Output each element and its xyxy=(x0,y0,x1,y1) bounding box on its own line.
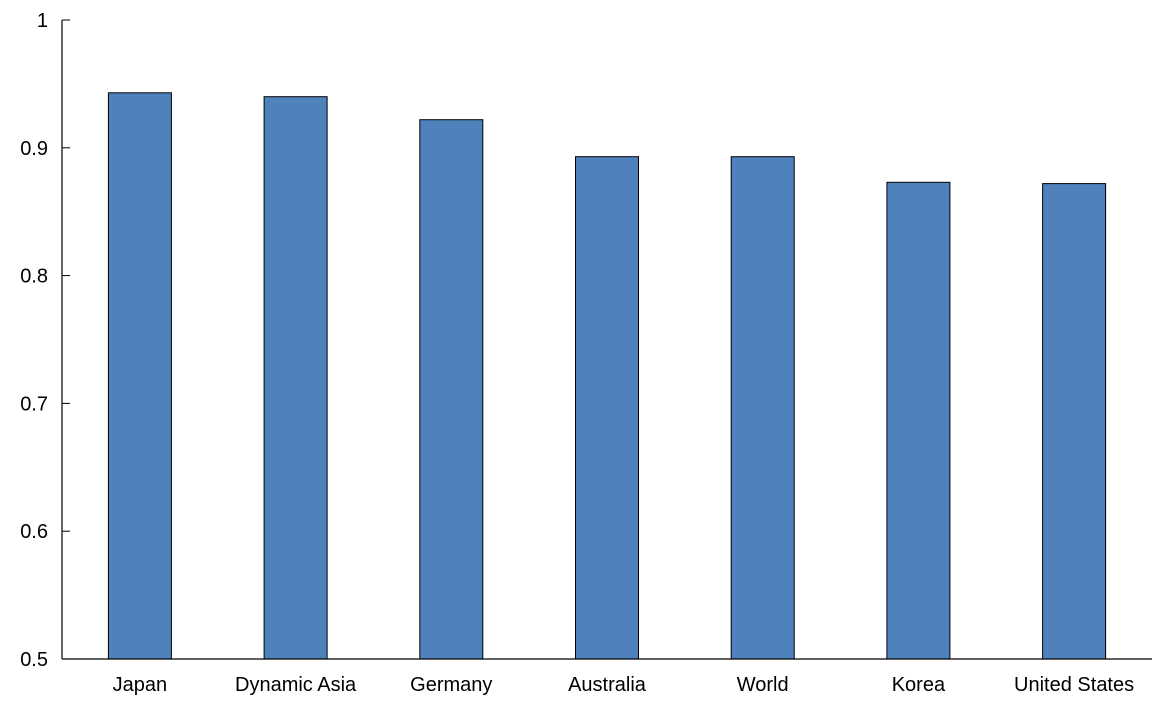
y-tick-label: 0.7 xyxy=(20,393,48,415)
bar-korea xyxy=(886,181,951,660)
x-tick-label: United States xyxy=(1014,674,1134,696)
bar-world xyxy=(730,156,795,660)
x-tick-label: Japan xyxy=(113,674,168,696)
bar-japan xyxy=(107,92,172,660)
x-tick-label: Dynamic Asia xyxy=(235,674,357,696)
bars-layer xyxy=(107,92,1107,660)
x-tick-label: World xyxy=(737,674,789,696)
bar-united-states xyxy=(1042,183,1107,660)
bar-germany xyxy=(419,119,484,660)
labels-layer: Japan Dynamic Asia Germany Australia World Ko… xyxy=(20,10,1134,696)
x-tick-label: Germany xyxy=(410,674,492,696)
y-tick-label: 0.6 xyxy=(20,521,48,543)
x-tick-label: Australia xyxy=(568,674,647,696)
y-tick-label: 0.9 xyxy=(20,138,48,160)
y-tick-label: 1 xyxy=(37,10,48,32)
axes-layer xyxy=(61,19,1152,660)
y-tick-label: 0.5 xyxy=(20,649,48,671)
bar-australia xyxy=(575,156,639,660)
bar-dynamic-asia xyxy=(263,96,328,660)
y-tick-label: 0.8 xyxy=(20,266,48,288)
x-tick-label: Korea xyxy=(892,674,946,696)
